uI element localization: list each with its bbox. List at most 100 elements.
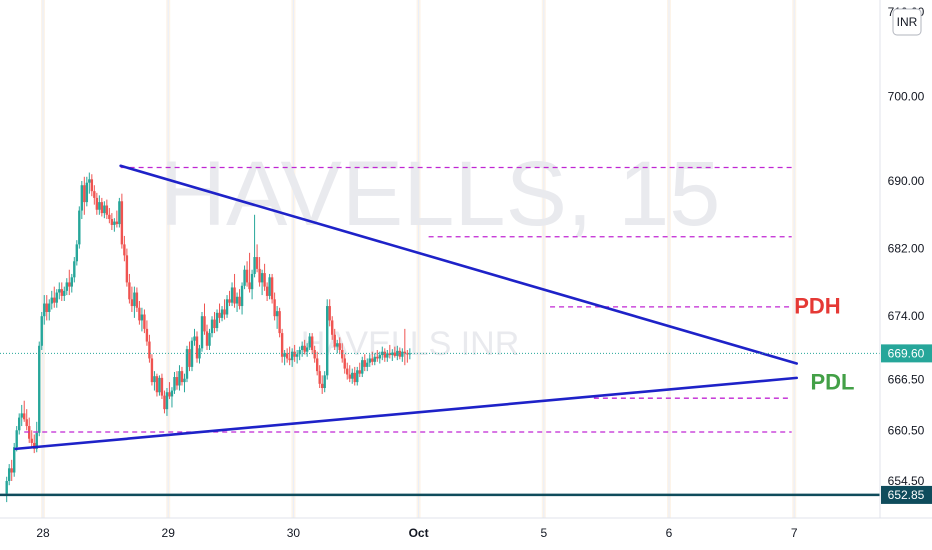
candle-body-down — [265, 286, 269, 296]
candle-body-down — [150, 358, 154, 383]
candle-body-down — [10, 468, 13, 473]
candle-body-up — [7, 468, 11, 481]
candle-body-down — [180, 371, 184, 383]
time-tick-label: 5 — [540, 526, 547, 540]
candle-body-up — [240, 285, 244, 307]
candle-body-down — [68, 282, 71, 287]
candle-body-down — [318, 371, 321, 384]
last-price-tag: 669.60 — [881, 344, 932, 363]
candle-body-down — [205, 331, 209, 346]
candle-body-up — [198, 348, 201, 359]
currency-label: INR — [897, 15, 918, 29]
candle-body-up — [193, 336, 196, 341]
candle-body-down — [228, 299, 231, 303]
candle-body-up — [173, 377, 176, 391]
candle-body-down — [310, 336, 314, 350]
candle-body-up — [225, 299, 229, 315]
candle-body-down — [285, 353, 289, 359]
candle-body-down — [393, 352, 397, 356]
candle-body-up — [190, 340, 194, 367]
candle-body-up — [401, 351, 404, 357]
candle-body-down — [105, 205, 109, 215]
candle-body-down — [263, 273, 266, 287]
candle-body-up — [85, 182, 89, 203]
trendline — [14, 376, 799, 451]
price-axis[interactable]: 710.00700.00690.00682.00674.00666.50660.… — [879, 0, 932, 539]
candle-body-up — [18, 417, 21, 431]
candle-body-down — [213, 319, 216, 329]
time-axis[interactable]: 28 29 30 Oct 5 6 7 — [0, 517, 932, 550]
candle-body-up — [378, 355, 381, 359]
candle-body-up — [35, 432, 38, 449]
candle-body-down — [245, 269, 249, 283]
candle-body-up — [326, 306, 329, 376]
candle-body-up — [153, 376, 156, 383]
candle-body-up — [98, 202, 101, 210]
candle-body-down — [83, 185, 86, 203]
time-tick-label: Oct — [409, 526, 429, 540]
candle-body-up — [113, 221, 116, 225]
annotation-label: PDH — [794, 294, 840, 319]
watermark-symbol: HAVELLS, 15 — [160, 143, 721, 245]
candle-body-down — [168, 392, 171, 397]
candle-body-up — [103, 205, 106, 214]
candle-body-up — [210, 319, 214, 334]
currency-badge[interactable]: INR — [892, 8, 922, 36]
candle-body-up — [58, 289, 61, 293]
candle-body-down — [331, 320, 334, 335]
candle-body-up — [73, 261, 76, 278]
candle-body-down — [280, 333, 284, 357]
price-tick-label: 660.50 — [888, 423, 925, 437]
candle-body-up — [43, 303, 46, 317]
triangle-trendlines — [14, 164, 799, 451]
candle-body-down — [333, 334, 336, 347]
time-tick-label: 6 — [666, 526, 673, 540]
support-price-tag: 652.85 — [881, 485, 932, 504]
chart-annotations: PDH PDL — [794, 294, 854, 395]
candle-body-up — [170, 390, 174, 397]
candle-body-up — [15, 430, 18, 448]
candle-body-up — [396, 350, 399, 356]
candle-body-up — [323, 375, 326, 389]
support-price-tag-box — [881, 485, 932, 504]
candle-body-up — [20, 413, 23, 418]
candle-body-up — [75, 244, 79, 262]
candle-body-up — [40, 316, 43, 346]
candle-body-down — [90, 179, 94, 192]
candle-body-up — [158, 377, 161, 393]
price-tick-label: 690.00 — [888, 174, 925, 188]
candle-body-up — [268, 277, 271, 296]
candle-body-up — [351, 372, 354, 379]
candle-body-down — [95, 197, 99, 210]
candle-body-up — [368, 358, 371, 363]
symbol-watermark: HAVELLS, 15 HAVELLS INR — [160, 143, 721, 363]
candle-body-up — [118, 201, 121, 225]
last-price-tag-box — [881, 344, 932, 363]
price-tick-label: 682.00 — [888, 242, 925, 256]
candle-body-down — [110, 219, 114, 225]
candle-body-down — [376, 356, 379, 359]
candle-body-up — [183, 378, 186, 383]
time-tick-label: 28 — [36, 526, 50, 540]
candle-body-down — [303, 345, 306, 352]
candle-body-down — [138, 307, 141, 321]
candle-body-down — [130, 299, 134, 307]
candle-body-down — [53, 297, 56, 303]
candle-body-down — [93, 191, 96, 198]
candle-body-down — [258, 268, 261, 283]
candle-body-down — [403, 351, 407, 354]
horizontal-levels — [24, 166, 792, 433]
candle-body-down — [155, 376, 159, 393]
candle-body-up — [140, 314, 144, 321]
candle-body-up — [185, 349, 189, 379]
candle-body-down — [195, 336, 199, 359]
candle-body-down — [125, 255, 129, 283]
candle-body-up — [208, 333, 211, 346]
candle-body-down — [223, 309, 226, 315]
candle-body-down — [328, 306, 331, 321]
currency-badge-box — [892, 8, 922, 36]
candle-body-down — [148, 341, 151, 359]
candle-body-up — [356, 370, 359, 383]
candle-body-down — [100, 202, 104, 214]
